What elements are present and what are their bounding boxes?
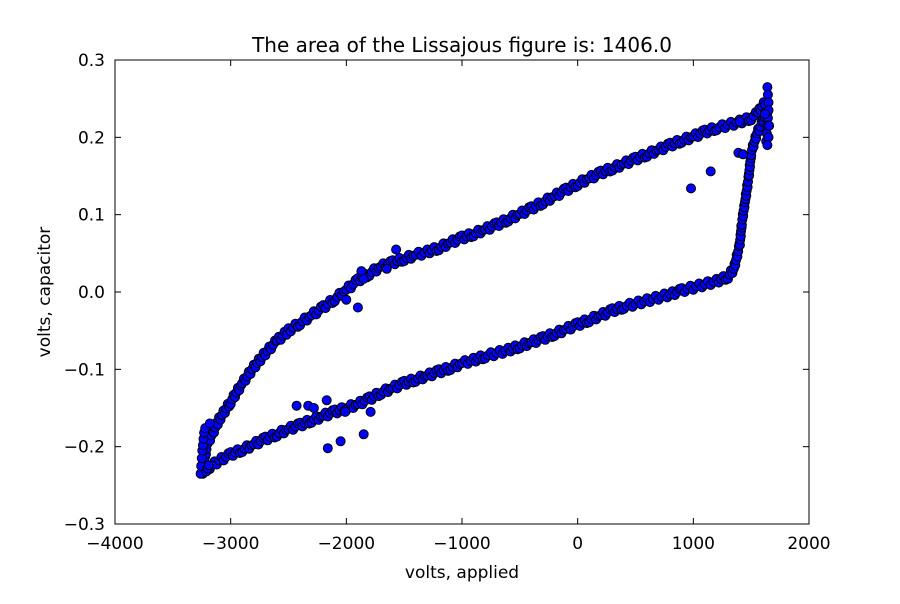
x-tick-label: −3000 — [202, 534, 260, 554]
data-point — [340, 406, 351, 417]
x-axis-label: volts, applied — [405, 563, 519, 583]
y-tick-label: 0.1 — [78, 206, 105, 226]
data-point — [358, 429, 369, 440]
chart-title: The area of the Lissajous figure is: 140… — [251, 33, 672, 57]
data-point — [321, 395, 332, 406]
data-point — [391, 244, 402, 255]
data-point — [352, 302, 363, 313]
y-axis: −0.3 −0.2 −0.1 0.0 0.1 0.2 0.3 — [64, 51, 809, 535]
data-point — [738, 149, 749, 160]
y-tick-label: −0.1 — [64, 360, 105, 380]
data-point — [322, 443, 333, 454]
x-tick-label: 0 — [572, 534, 583, 554]
data-point — [734, 116, 745, 127]
data-points — [195, 82, 775, 479]
x-tick-label: −4000 — [86, 534, 144, 554]
data-point — [381, 263, 392, 274]
y-tick-label: 0.0 — [78, 283, 105, 303]
data-point — [358, 273, 369, 284]
data-point — [203, 460, 214, 471]
data-point — [764, 120, 775, 131]
x-tick-label: 1000 — [672, 534, 715, 554]
data-point — [760, 109, 770, 120]
y-tick-label: 0.3 — [78, 51, 105, 71]
data-point — [335, 436, 346, 447]
y-tick-label: 0.2 — [78, 128, 105, 148]
data-point — [308, 403, 319, 413]
y-tick-label: −0.2 — [64, 438, 105, 458]
data-point — [291, 400, 302, 411]
data-point — [204, 418, 215, 429]
x-tick-label: −1000 — [433, 534, 491, 554]
x-axis: −4000 −3000 −2000 −1000 0 1000 2000 — [86, 60, 831, 554]
x-tick-label: −2000 — [318, 534, 376, 554]
y-tick-label: −0.3 — [64, 515, 105, 535]
data-point — [365, 406, 376, 417]
data-point — [686, 183, 696, 194]
data-point — [341, 294, 352, 305]
data-point — [705, 166, 716, 177]
x-tick-label: 2000 — [787, 534, 830, 554]
y-axis-label: volts, capacitor — [35, 227, 55, 358]
data-point — [762, 140, 773, 151]
